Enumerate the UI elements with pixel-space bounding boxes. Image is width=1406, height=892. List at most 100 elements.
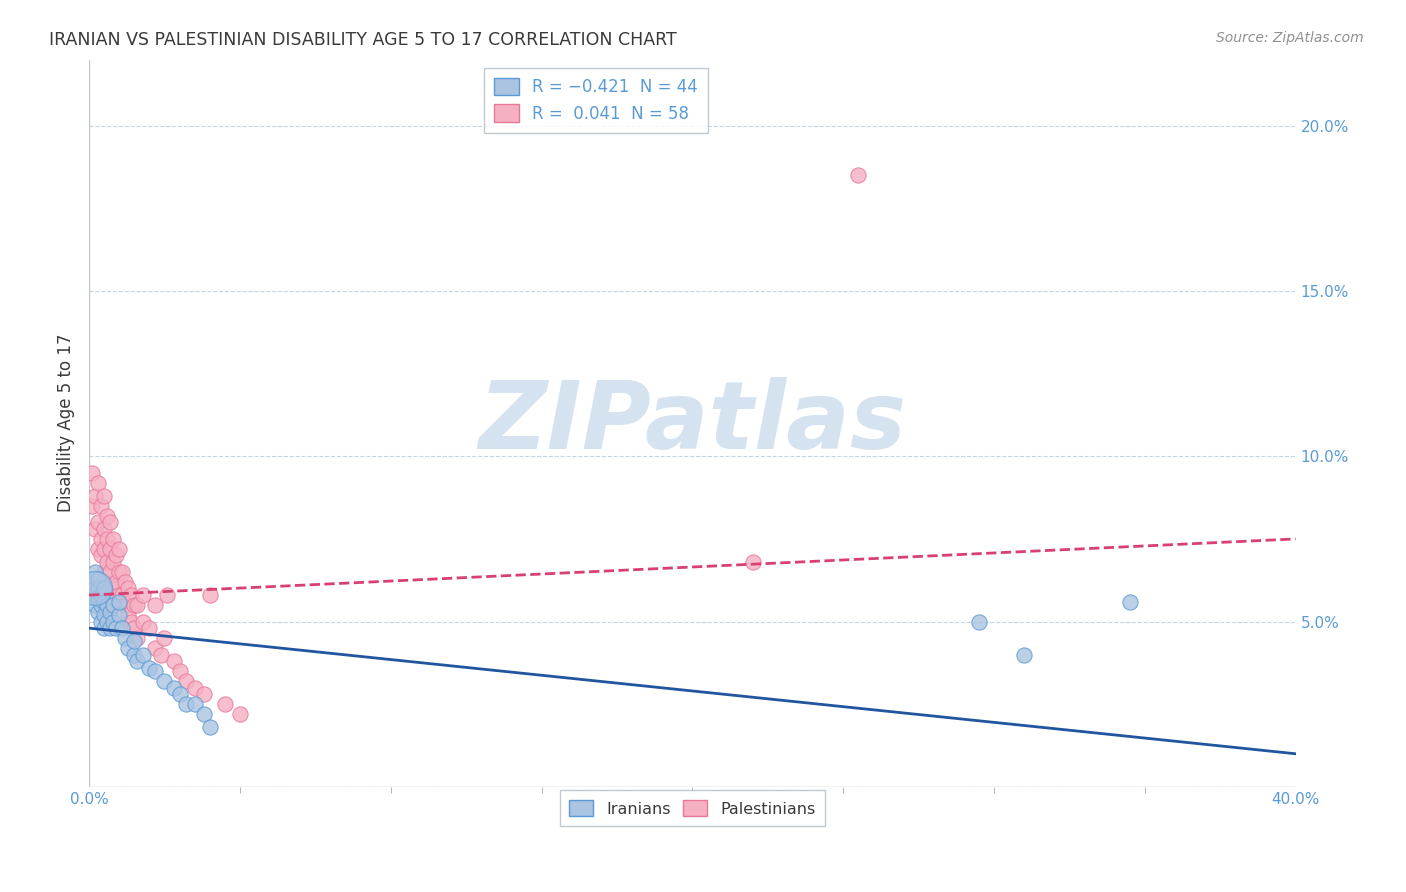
Point (84, 582, 107, 596)
Point (87, 605, 110, 619)
Point (174, 674, 197, 689)
Point (84, 565, 107, 579)
Point (150, 648, 173, 662)
Point (98, 621, 121, 635)
Point (105, 549, 128, 563)
Point (120, 588, 142, 602)
Point (169, 664, 191, 678)
Point (111, 588, 134, 602)
Point (183, 681, 205, 695)
Point (156, 588, 179, 602)
Point (84, 489, 107, 503)
Point (117, 640, 139, 655)
Point (229, 707, 252, 722)
Point (117, 607, 139, 622)
Point (124, 648, 146, 662)
Point (98, 605, 121, 619)
Point (846, 169, 869, 183)
Point (90, 549, 112, 563)
Point (124, 621, 146, 635)
Point (1118, 595, 1140, 609)
Point (98, 565, 121, 579)
Point (80, 574, 103, 589)
Point (967, 615, 990, 629)
Point (87, 475, 110, 490)
Point (87, 582, 110, 596)
Point (96, 615, 118, 629)
Point (90, 499, 112, 513)
Point (84, 582, 107, 596)
Point (90, 588, 112, 602)
Point (93, 541, 115, 556)
Point (93, 582, 115, 596)
Point (193, 687, 215, 701)
Point (741, 555, 763, 569)
Point (114, 598, 136, 612)
Point (114, 574, 136, 589)
Point (1012, 648, 1035, 662)
Point (96, 598, 118, 612)
Point (198, 588, 221, 602)
Point (108, 607, 131, 622)
Point (93, 607, 115, 622)
Point (105, 621, 128, 635)
Point (132, 588, 155, 602)
Point (87, 572, 110, 586)
Point (193, 707, 215, 722)
Point (80, 466, 103, 480)
Point (87, 591, 110, 606)
Point (90, 615, 112, 629)
Point (93, 565, 115, 579)
Point (214, 697, 236, 711)
Point (108, 595, 131, 609)
Point (93, 621, 115, 635)
Point (96, 532, 118, 546)
Point (108, 565, 131, 579)
Point (98, 541, 121, 556)
Text: ZIPatlas: ZIPatlas (478, 377, 907, 469)
Point (145, 640, 167, 655)
Point (132, 648, 155, 662)
Point (174, 697, 197, 711)
Point (98, 516, 121, 530)
Point (162, 654, 184, 668)
Point (103, 598, 125, 612)
Point (103, 555, 125, 569)
Legend: Iranians, Palestinians: Iranians, Palestinians (560, 790, 825, 826)
Point (84, 522, 107, 536)
Point (138, 661, 160, 675)
Point (84, 598, 107, 612)
Point (111, 565, 134, 579)
Point (90, 598, 112, 612)
Point (93, 489, 115, 503)
Point (80, 499, 103, 513)
Point (103, 582, 125, 596)
Point (138, 621, 160, 635)
Point (87, 516, 110, 530)
Point (108, 588, 131, 602)
Point (103, 615, 125, 629)
Text: IRANIAN VS PALESTINIAN DISABILITY AGE 5 TO 17 CORRELATION CHART: IRANIAN VS PALESTINIAN DISABILITY AGE 5 … (49, 31, 676, 49)
Point (183, 697, 205, 711)
Point (114, 631, 136, 645)
Point (111, 621, 134, 635)
Point (153, 631, 176, 645)
Point (87, 541, 110, 556)
Point (145, 598, 167, 612)
Point (127, 598, 149, 612)
Point (198, 720, 221, 734)
Point (120, 615, 142, 629)
Point (103, 532, 125, 546)
Point (153, 674, 176, 689)
Point (127, 654, 149, 668)
Point (96, 555, 118, 569)
Point (162, 681, 184, 695)
Point (80, 588, 103, 602)
Point (117, 582, 139, 596)
Point (145, 664, 167, 678)
Point (93, 595, 115, 609)
Point (124, 634, 146, 648)
Point (132, 615, 155, 629)
Point (169, 687, 191, 701)
Y-axis label: Disability Age 5 to 17: Disability Age 5 to 17 (58, 334, 75, 513)
